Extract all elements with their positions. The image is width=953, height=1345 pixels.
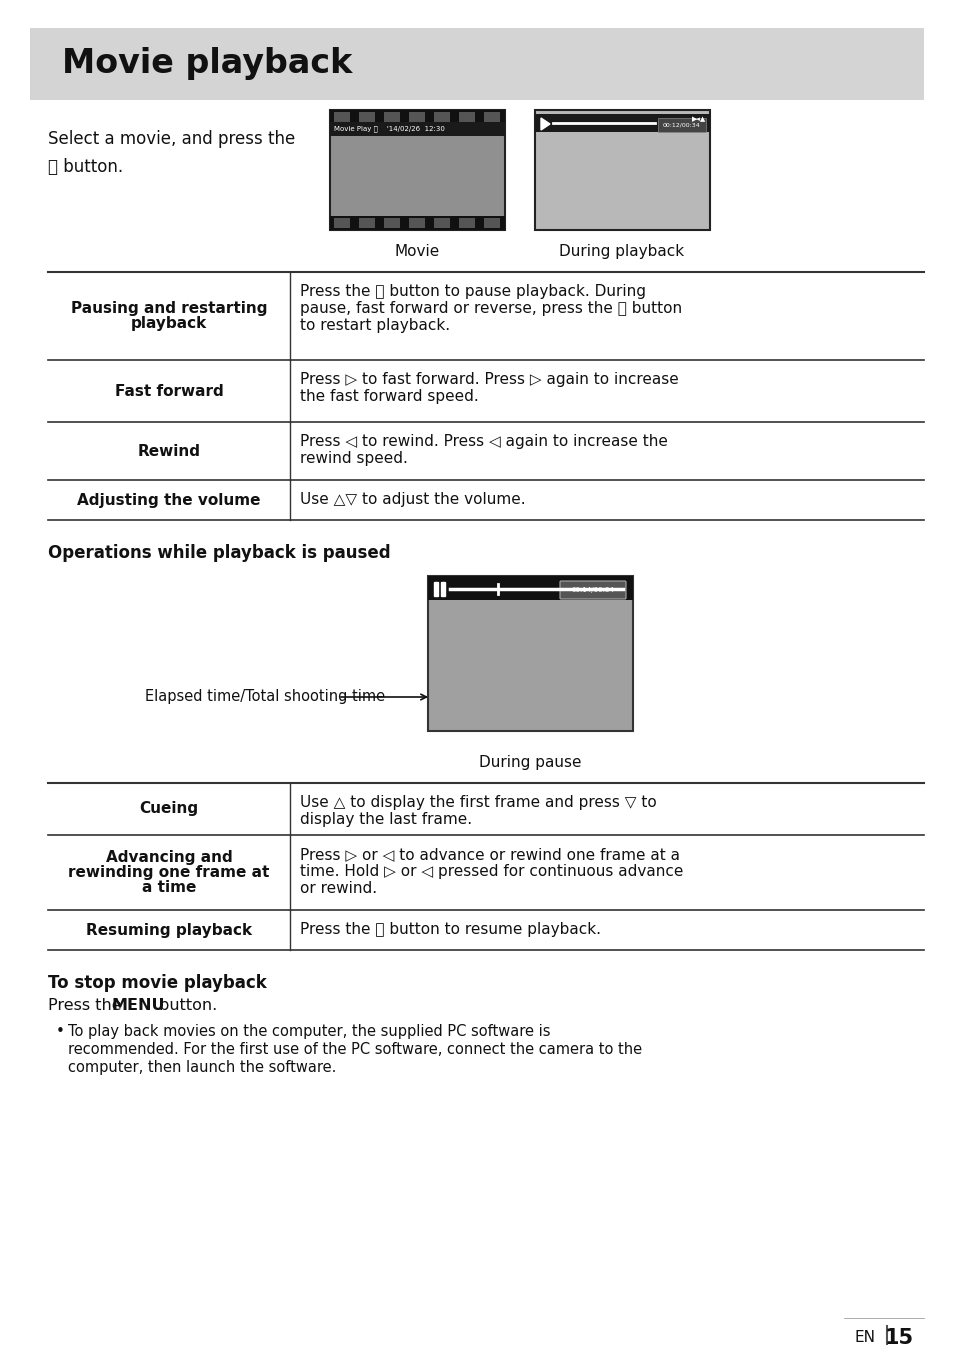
Text: Press ▷ or ◁ to advance or rewind one frame at a: Press ▷ or ◁ to advance or rewind one fr… — [299, 847, 679, 862]
Text: Resuming playback: Resuming playback — [86, 923, 252, 937]
Text: Rewind: Rewind — [137, 444, 200, 459]
FancyBboxPatch shape — [334, 218, 350, 229]
Text: Select a movie, and press the: Select a movie, and press the — [48, 130, 294, 148]
Text: Movie: Movie — [394, 243, 439, 260]
Text: During playback: During playback — [558, 243, 684, 260]
Text: pause, fast forward or reverse, press the ⒪ button: pause, fast forward or reverse, press th… — [299, 301, 681, 316]
Text: 00:14/00:34: 00:14/00:34 — [571, 586, 614, 593]
Text: To stop movie playback: To stop movie playback — [48, 974, 267, 993]
Text: display the last frame.: display the last frame. — [299, 812, 472, 827]
Text: Movie Play ⒪    '14/02/26  12:30: Movie Play ⒪ '14/02/26 12:30 — [334, 125, 444, 132]
FancyBboxPatch shape — [428, 576, 633, 730]
Text: 15: 15 — [884, 1328, 913, 1345]
FancyBboxPatch shape — [30, 28, 923, 100]
Text: Elapsed time/Total shooting time: Elapsed time/Total shooting time — [145, 690, 385, 705]
FancyBboxPatch shape — [458, 218, 475, 229]
FancyBboxPatch shape — [535, 110, 709, 230]
FancyBboxPatch shape — [358, 112, 375, 122]
Polygon shape — [440, 582, 444, 596]
FancyBboxPatch shape — [334, 112, 350, 122]
FancyBboxPatch shape — [434, 218, 450, 229]
Text: During pause: During pause — [478, 755, 580, 769]
Text: To play back movies on the computer, the supplied PC software is: To play back movies on the computer, the… — [68, 1024, 550, 1038]
FancyBboxPatch shape — [330, 122, 504, 136]
Text: Press the ⒪ button to pause playback. During: Press the ⒪ button to pause playback. Du… — [299, 284, 645, 299]
FancyBboxPatch shape — [428, 576, 633, 600]
Text: or rewind.: or rewind. — [299, 881, 376, 896]
Text: the fast forward speed.: the fast forward speed. — [299, 389, 478, 404]
FancyBboxPatch shape — [458, 112, 475, 122]
Text: rewind speed.: rewind speed. — [299, 451, 408, 465]
Text: ▶◂▲: ▶◂▲ — [691, 116, 705, 122]
Text: Advancing and: Advancing and — [106, 850, 233, 865]
FancyBboxPatch shape — [559, 581, 625, 599]
Text: button.: button. — [153, 998, 217, 1013]
FancyBboxPatch shape — [358, 218, 375, 229]
Text: to restart playback.: to restart playback. — [299, 317, 450, 334]
FancyBboxPatch shape — [483, 218, 499, 229]
FancyBboxPatch shape — [330, 110, 504, 124]
Text: recommended. For the first use of the PC software, connect the camera to the: recommended. For the first use of the PC… — [68, 1042, 641, 1057]
FancyBboxPatch shape — [330, 110, 504, 230]
Text: Press the ⒪ button to resume playback.: Press the ⒪ button to resume playback. — [299, 923, 600, 937]
Text: Press ◁ to rewind. Press ◁ again to increase the: Press ◁ to rewind. Press ◁ again to incr… — [299, 434, 667, 449]
Text: MENU: MENU — [112, 998, 165, 1013]
Text: ■ 4/30: ■ 4/30 — [474, 231, 500, 241]
FancyBboxPatch shape — [535, 114, 709, 132]
FancyBboxPatch shape — [409, 112, 424, 122]
Text: a time: a time — [142, 880, 196, 894]
Text: Operations while playback is paused: Operations while playback is paused — [48, 543, 390, 562]
Polygon shape — [540, 118, 550, 130]
FancyBboxPatch shape — [434, 112, 450, 122]
Text: Use △ to display the first frame and press ▽ to: Use △ to display the first frame and pre… — [299, 795, 656, 810]
Text: Pausing and restarting: Pausing and restarting — [71, 301, 267, 316]
Text: computer, then launch the software.: computer, then launch the software. — [68, 1060, 336, 1075]
Text: ⒪ button.: ⒪ button. — [48, 157, 123, 176]
Text: Press ▷ to fast forward. Press ▷ again to increase: Press ▷ to fast forward. Press ▷ again t… — [299, 373, 678, 387]
Polygon shape — [434, 582, 437, 596]
FancyBboxPatch shape — [384, 218, 399, 229]
FancyBboxPatch shape — [409, 218, 424, 229]
Text: Cueing: Cueing — [139, 802, 198, 816]
FancyBboxPatch shape — [483, 112, 499, 122]
Text: •: • — [56, 1024, 65, 1038]
Text: 00:12/00:34: 00:12/00:34 — [662, 122, 700, 128]
Text: Press the: Press the — [48, 998, 127, 1013]
Text: time. Hold ▷ or ◁ pressed for continuous advance: time. Hold ▷ or ◁ pressed for continuous… — [299, 863, 682, 880]
Text: Adjusting the volume: Adjusting the volume — [77, 492, 260, 507]
FancyBboxPatch shape — [330, 217, 504, 230]
Text: Movie playback: Movie playback — [62, 47, 352, 81]
FancyBboxPatch shape — [384, 112, 399, 122]
Text: playback: playback — [131, 316, 207, 331]
Text: Use △▽ to adjust the volume.: Use △▽ to adjust the volume. — [299, 492, 525, 507]
FancyBboxPatch shape — [658, 118, 705, 132]
Text: rewinding one frame at: rewinding one frame at — [69, 865, 270, 880]
Text: EN: EN — [854, 1330, 875, 1345]
Text: Fast forward: Fast forward — [114, 383, 223, 398]
